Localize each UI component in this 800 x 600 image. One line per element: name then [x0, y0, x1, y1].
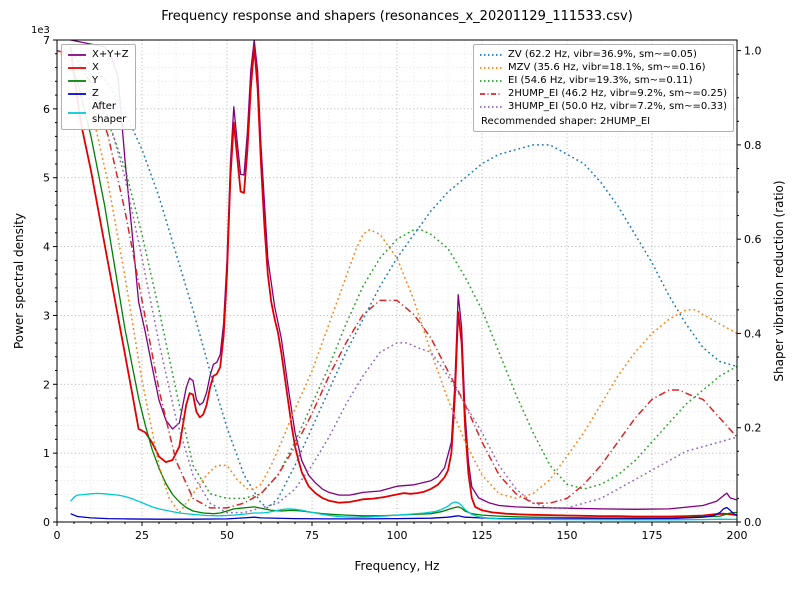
series-zv-62-2-hz-vibr-36-9-sm-0-05: [57, 49, 737, 509]
y-left-tick-label: 3: [43, 309, 50, 322]
series-z: [70, 506, 737, 520]
y-right-tick-label: 0.2: [744, 422, 762, 435]
y-left-tick-label: 4: [43, 241, 50, 254]
y-right-tick-label: 0.4: [744, 327, 762, 340]
y-left-tick-label: 2: [43, 378, 50, 391]
series-after-shaper: [70, 492, 737, 521]
y-left-tick-label: 0: [43, 516, 50, 529]
x-tick-label: 50: [220, 529, 234, 542]
legend-line-sample-x-y-z: [68, 53, 86, 56]
legend-item-ei-54-6-hz-vibr-19-3-sm-0-11: EI (54.6 Hz, vibr=19.3%, sm~=0.11): [479, 74, 727, 87]
legend-item-label: ZV (62.2 Hz, vibr=36.9%, sm~=0.05): [508, 49, 697, 60]
series-lines: [57, 40, 737, 521]
legend-item-label: X: [92, 62, 99, 73]
legend-item-2hump-ei-46-2-hz-vibr-9-2-sm-0-25: 2HUMP_EI (46.2 Hz, vibr=9.2%, sm~=0.25): [479, 87, 727, 100]
x-tick-label: 125: [472, 529, 493, 542]
y-left-tick-label: 1: [43, 447, 50, 460]
x-tick-label: 175: [642, 529, 663, 542]
legend-item-label: After shaper: [92, 101, 127, 125]
series-2hump-ei-46-2-hz-vibr-9-2-sm-0-25: [57, 49, 737, 509]
x-tick-label: 0: [54, 529, 61, 542]
x-tick-label: 150: [557, 529, 578, 542]
series-ei-54-6-hz-vibr-19-3-sm-0-11: [57, 49, 737, 500]
legend-item-after-shaper: After shaper: [67, 100, 129, 126]
legend-item-3hump-ei-50-0-hz-vibr-7-2-sm-0-33: 3HUMP_EI (50.0 Hz, vibr=7.2%, sm~=0.33): [479, 100, 727, 113]
y-left-tick-label: 6: [43, 103, 50, 116]
x-tick-label: 200: [727, 529, 748, 542]
left-axis-label: Power spectral density: [12, 212, 26, 350]
y-right-tick-label: 1.0: [744, 45, 762, 58]
legend-line-sample-3hump-ei-50-0-hz-vibr-7-2-sm-0-33: [480, 105, 503, 108]
series-x: [69, 46, 737, 518]
y-right-tick-label: 0.8: [744, 139, 762, 152]
legend-item-label: Z: [92, 88, 99, 99]
chart-title: Frequency response and shapers (resonanc…: [161, 9, 633, 24]
legend-line-sample-z: [68, 92, 86, 95]
series-mzv-35-6-hz-vibr-18-1-sm-0-16: [57, 50, 737, 514]
right-axis-label: Shaper vibration reduction (ratio): [772, 180, 786, 382]
legend-item-mzv-35-6-hz-vibr-18-1-sm-0-16: MZV (35.6 Hz, vibr=18.1%, sm~=0.16): [479, 61, 727, 74]
y-right-tick-label: 0.0: [744, 516, 762, 529]
shaper-legend: ZV (62.2 Hz, vibr=36.9%, sm~=0.05) MZV (3…: [473, 44, 734, 132]
tick-marks: [53, 39, 741, 526]
series-x-y-z: [70, 40, 737, 510]
tick-labels: 0 25 50 75 100 125 150 175 200 0 1 2 3 4 5 6 7 0.0 0.2 0.4 0…: [43, 34, 762, 542]
legend-line-sample-x: [68, 66, 86, 69]
legend-item-label: EI (54.6 Hz, vibr=19.3%, sm~=0.11): [508, 75, 693, 86]
legend-item-y: Y: [67, 74, 129, 87]
measurement-legend: X+Y+Z X Y Z After shaper: [61, 44, 136, 130]
y-axis-offset-text: 1e3: [31, 25, 50, 36]
x-axis-label: Frequency, Hz: [354, 559, 440, 573]
series-3hump-ei-50-0-hz-vibr-7-2-sm-0-33: [57, 49, 737, 514]
series-y: [70, 67, 737, 519]
recommended-shaper-note: Recommended shaper: 2HUMP_EI: [481, 116, 651, 127]
x-tick-label: 75: [305, 529, 319, 542]
legend-item-zv-62-2-hz-vibr-36-9-sm-0-05: ZV (62.2 Hz, vibr=36.9%, sm~=0.05): [479, 48, 727, 61]
x-tick-label: 25: [135, 529, 149, 542]
x-tick-label: 100: [387, 529, 408, 542]
legend-line-sample-y: [68, 79, 86, 82]
legend-line-sample-mzv-35-6-hz-vibr-18-1-sm-0-16: [480, 66, 503, 69]
y-right-tick-label: 0.6: [744, 233, 762, 246]
legend-item-x-y-z: X+Y+Z: [67, 48, 129, 61]
legend-item-label: MZV (35.6 Hz, vibr=18.1%, sm~=0.16): [508, 62, 706, 73]
legend-item-label: 3HUMP_EI (50.0 Hz, vibr=7.2%, sm~=0.33): [508, 101, 727, 112]
legend-item-label: X+Y+Z: [92, 49, 129, 60]
shaper-legend-items: ZV (62.2 Hz, vibr=36.9%, sm~=0.05) MZV (3…: [479, 48, 727, 113]
y-left-tick-label: 7: [43, 34, 50, 47]
legend-line-sample-ei-54-6-hz-vibr-19-3-sm-0-11: [480, 79, 503, 82]
y-left-tick-label: 5: [43, 172, 50, 185]
legend-line-sample-2hump-ei-46-2-hz-vibr-9-2-sm-0-25: [480, 92, 503, 95]
legend-line-sample-after-shaper: [68, 112, 86, 114]
legend-item-x: X: [67, 61, 129, 74]
legend-item-label: 2HUMP_EI (46.2 Hz, vibr=9.2%, sm~=0.25): [508, 88, 727, 99]
legend-line-sample-zv-62-2-hz-vibr-36-9-sm-0-05: [480, 53, 503, 56]
legend-item-label: Y: [92, 75, 99, 86]
legend-item-z: Z: [67, 87, 129, 100]
